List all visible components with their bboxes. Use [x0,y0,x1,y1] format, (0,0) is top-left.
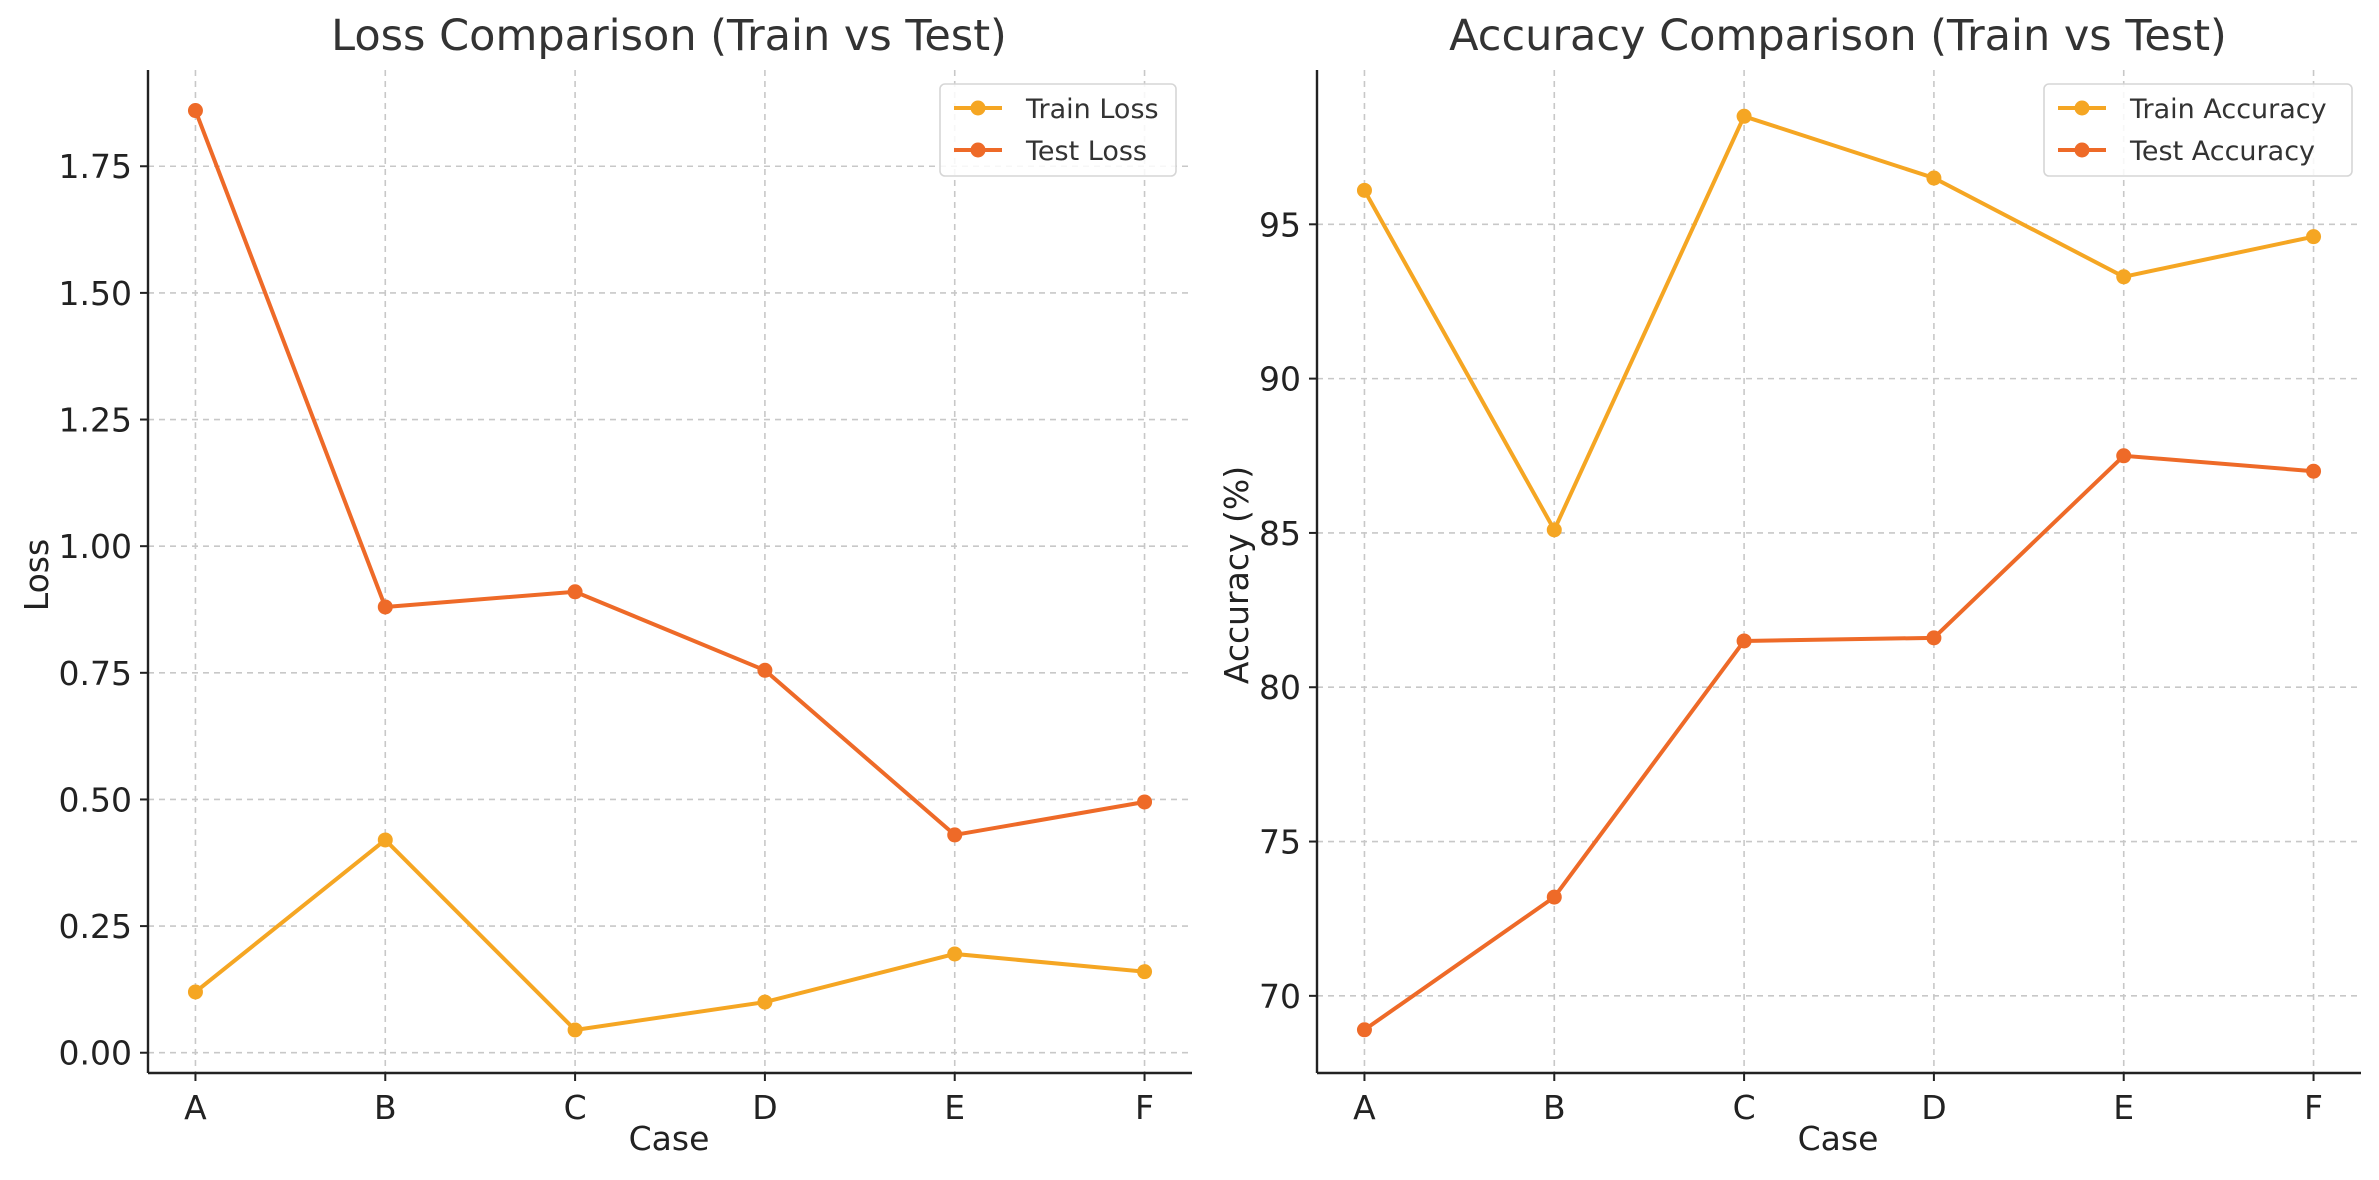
loss-chart-xtick-label: F [1135,1088,1154,1127]
accuracy-chart-ytick-label: 80 [1259,668,1301,707]
loss-chart-xtick-label: C [564,1088,587,1127]
accuracy-chart-data-point [1736,633,1752,649]
loss-chart-ytick-label: 1.75 [59,147,132,186]
loss-chart-ylabel: Loss [17,539,56,611]
accuracy-chart-data-point [1926,630,1942,646]
loss-chart-xtick-label: A [184,1088,207,1127]
accuracy-chart-ytick-label: 95 [1259,205,1301,244]
loss-chart-data-point [947,827,963,843]
loss-chart-xlabel: Case [629,1119,710,1158]
accuracy-chart-data-point [2306,463,2322,479]
loss-chart-xtick-label: B [374,1088,397,1127]
accuracy-chart-grid [1317,70,2361,1073]
loss-chart-data-point [757,662,773,678]
accuracy-chart-data-point [1546,522,1562,538]
loss-chart-title: Loss Comparison (Train vs Test) [331,11,1007,61]
loss-chart-ytick-label: 0.00 [59,1034,132,1073]
loss-chart-data-point [1137,964,1153,980]
loss-chart-data-point [377,599,393,615]
accuracy-chart-legend: Train Accuracy Test Accuracy [2043,83,2353,177]
accuracy-chart-xtick-label: D [1921,1088,1946,1127]
accuracy-chart-legend-marker [2074,100,2090,116]
accuracy-chart-xtick-label: B [1543,1088,1566,1127]
accuracy-chart-legend-label: Test Accuracy [2129,136,2315,167]
accuracy-chart-xlabel: Case [1798,1119,1879,1158]
loss-chart-ytick-label: 0.50 [59,780,132,819]
accuracy-chart-xtick-label: F [2304,1088,2323,1127]
loss-chart-data-point [567,584,583,600]
loss-chart-ytick-label: 1.00 [59,527,132,566]
accuracy-chart-legend-box [2043,83,2353,177]
loss-chart-legend-marker [970,100,986,116]
accuracy-chart-ytick-label: 85 [1259,514,1301,553]
loss-chart-grid [148,70,1192,1073]
loss-chart-data-point [757,994,773,1010]
accuracy-chart-legend-label: Train Accuracy [2129,94,2327,125]
loss-chart-data-point [187,103,203,119]
accuracy-chart-series-train [1356,108,2322,538]
accuracy-chart-legend-marker [2074,142,2090,158]
accuracy-chart-ylabel: Accuracy (%) [1217,466,1256,684]
accuracy-chart-title: Accuracy Comparison (Train vs Test) [1449,11,2227,61]
accuracy-chart-data-point [1926,170,1942,186]
loss-chart-legend-marker [970,142,986,158]
loss-chart-data-point [187,984,203,1000]
accuracy-chart-data-point [2116,269,2132,285]
accuracy-chart-xtick-label: C [1733,1088,1756,1127]
loss-chart-xtick-label: E [944,1088,965,1127]
accuracy-chart-data-point [1736,108,1752,124]
loss-chart-ytick-label: 0.25 [59,907,132,946]
loss-chart-series-line [193,109,1145,838]
loss-chart-data-point [1137,794,1153,810]
loss-chart-xtick-label: D [752,1088,777,1127]
loss-chart: Loss Comparison (Train vs Test) Case Los… [17,11,1192,1158]
loss-chart-series-test [187,103,1153,843]
accuracy-chart-data-point [2306,229,2322,245]
accuracy-chart-xtick-label: A [1353,1088,1376,1127]
accuracy-chart-ytick-label: 90 [1259,360,1301,399]
accuracy-chart-data-point [1356,182,1372,198]
loss-chart-data-point [947,946,963,962]
accuracy-chart-series-line [1362,113,2314,535]
loss-chart-legend: Train Loss Test Loss [939,83,1177,177]
accuracy-chart-data-point [1356,1022,1372,1038]
loss-chart-data-point [567,1022,583,1038]
accuracy-chart: Accuracy Comparison (Train vs Test) Case… [1217,11,2361,1158]
loss-chart-ytick-label: 1.25 [59,401,132,440]
accuracy-chart-data-point [2116,448,2132,464]
loss-chart-ytick-label: 0.75 [59,654,132,693]
accuracy-chart-data-point [1546,889,1562,905]
accuracy-chart-xtick-label: E [2113,1088,2134,1127]
accuracy-chart-ytick-label: 75 [1259,823,1301,862]
accuracy-chart-ytick-label: 70 [1259,977,1301,1016]
loss-chart-ytick-label: 1.50 [59,274,132,313]
accuracy-chart-series-line [1363,453,2314,1032]
accuracy-chart-series-test [1356,448,2322,1038]
loss-chart-legend-label: Train Loss [1025,94,1159,125]
loss-chart-series-line [194,837,1145,1033]
loss-chart-series-train [187,832,1153,1038]
loss-chart-data-point [377,832,393,848]
loss-chart-legend-label: Test Loss [1025,136,1147,167]
